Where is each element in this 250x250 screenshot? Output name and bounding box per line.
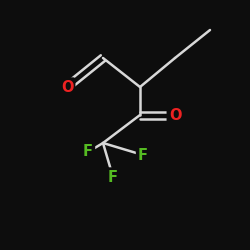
Text: F: F: [83, 144, 93, 160]
Text: F: F: [108, 170, 118, 184]
Text: O: O: [169, 108, 181, 122]
Text: F: F: [138, 148, 148, 162]
Text: O: O: [61, 80, 73, 94]
